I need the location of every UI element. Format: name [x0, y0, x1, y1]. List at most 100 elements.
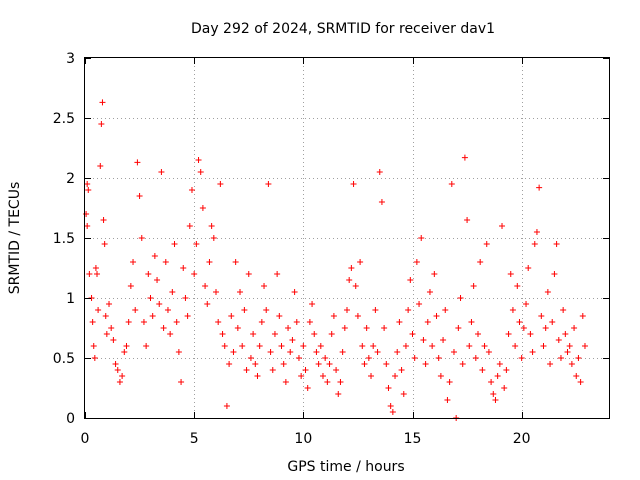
data-point — [485, 349, 492, 355]
data-point — [562, 331, 569, 337]
data-point — [512, 343, 519, 349]
data-point — [396, 319, 403, 325]
data-point — [354, 313, 361, 319]
data-point — [195, 157, 202, 163]
data-point — [540, 343, 547, 349]
y-tick-label: 1.5 — [53, 231, 75, 247]
data-point — [527, 331, 534, 337]
data-point — [324, 379, 331, 385]
data-point — [130, 259, 137, 265]
data-point — [333, 367, 340, 373]
data-point — [509, 307, 516, 313]
data-point — [237, 289, 244, 295]
data-point — [145, 271, 152, 277]
data-point — [442, 307, 449, 313]
data-point — [106, 301, 113, 307]
data-point — [287, 349, 294, 355]
x-tick-label: 20 — [513, 431, 531, 447]
data-point — [398, 367, 405, 373]
data-point — [263, 307, 270, 313]
data-point — [468, 319, 475, 325]
data-point — [488, 379, 495, 385]
data-point — [199, 205, 206, 211]
data-point — [206, 259, 213, 265]
data-point — [154, 277, 161, 283]
data-point — [407, 277, 414, 283]
data-point — [285, 325, 292, 331]
data-point — [490, 391, 497, 397]
data-point — [188, 187, 195, 193]
data-point — [440, 337, 447, 343]
data-point — [269, 367, 276, 373]
data-point — [435, 355, 442, 361]
x-tick-label: 5 — [190, 431, 199, 447]
data-point — [99, 99, 106, 106]
data-point — [110, 337, 117, 343]
data-point — [306, 319, 313, 325]
data-point — [444, 397, 451, 403]
data-point — [182, 295, 189, 301]
data-point — [573, 373, 580, 379]
data-point — [116, 379, 123, 385]
data-point — [164, 307, 171, 313]
data-point — [293, 319, 300, 325]
data-point — [204, 301, 211, 307]
data-point — [359, 343, 366, 349]
data-point — [213, 289, 219, 295]
data-point — [372, 307, 379, 313]
data-point — [289, 337, 296, 343]
data-point — [348, 265, 355, 271]
data-point — [123, 343, 130, 349]
data-point — [479, 367, 486, 373]
data-point — [309, 301, 316, 307]
data-point — [317, 343, 324, 349]
data-point — [352, 283, 359, 289]
data-point — [555, 337, 562, 343]
data-point — [560, 307, 567, 313]
data-point — [134, 159, 141, 166]
data-point — [208, 223, 215, 229]
data-point — [89, 319, 96, 325]
data-point — [564, 349, 571, 355]
data-point — [420, 337, 427, 343]
y-tick-label: 2 — [66, 171, 75, 187]
data-point — [247, 355, 254, 361]
data-point — [339, 349, 346, 355]
data-point — [499, 223, 506, 229]
data-point — [282, 379, 289, 385]
data-point — [405, 307, 412, 313]
data-point — [271, 331, 278, 337]
axis-ticks: 0 5 10 15 20 0 0.5 1 1.5 2 2.5 3 — [53, 51, 609, 447]
data-point — [103, 331, 110, 337]
x-tick-label: 0 — [81, 431, 90, 447]
data-point — [494, 373, 501, 379]
data-point — [433, 313, 440, 319]
data-point — [492, 397, 499, 403]
data-point — [381, 325, 388, 331]
data-point — [186, 223, 193, 229]
data-point — [86, 271, 93, 277]
data-point — [230, 349, 237, 355]
data-point — [402, 343, 409, 349]
data-point — [525, 265, 532, 271]
data-point — [138, 235, 145, 241]
data-point — [457, 295, 464, 301]
data-point — [549, 319, 556, 325]
data-point — [533, 229, 540, 235]
data-point — [330, 313, 337, 319]
data-point — [219, 331, 226, 337]
data-point — [496, 361, 503, 367]
data-point — [392, 373, 399, 379]
data-point — [477, 259, 484, 265]
data-point — [581, 343, 588, 349]
data-point — [394, 349, 401, 355]
data-point — [160, 325, 167, 331]
data-point — [278, 343, 285, 349]
data-point — [241, 307, 248, 313]
data-point — [383, 361, 390, 367]
data-point — [422, 361, 429, 367]
data-point — [416, 301, 423, 307]
data-point — [455, 325, 462, 331]
data-point — [337, 379, 344, 385]
